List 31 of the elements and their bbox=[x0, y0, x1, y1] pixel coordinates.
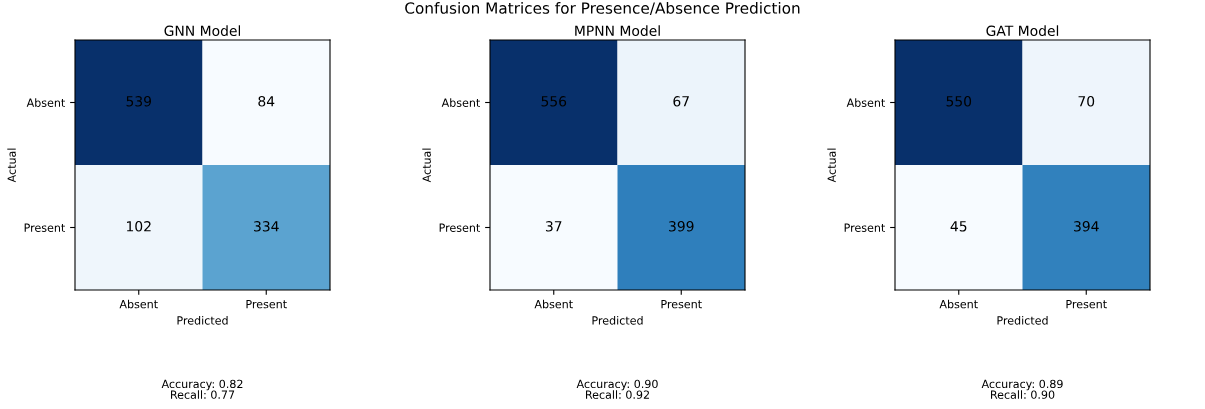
chart-title: MPNN Model bbox=[575, 25, 660, 37]
text: Accuracy: 0.82 Recall: 0.77 bbox=[161, 379, 243, 399]
data-label: 102 bbox=[127, 221, 151, 232]
x-tick-label: Present bbox=[1066, 300, 1107, 309]
chart-title: GNN Model bbox=[164, 25, 241, 37]
data-label: 399 bbox=[669, 221, 694, 232]
data-label: 84 bbox=[258, 96, 275, 107]
data-label: 334 bbox=[254, 221, 279, 232]
data-label: 556 bbox=[541, 96, 567, 107]
data-label: 37 bbox=[545, 221, 562, 232]
x-tick-label: Absent bbox=[939, 299, 978, 309]
chart-title: GAT Model bbox=[986, 25, 1059, 37]
y-axis-title: Actual bbox=[827, 148, 836, 183]
text: Accuracy: 0.90 Recall: 0.92 bbox=[576, 379, 658, 399]
data-label: 45 bbox=[950, 221, 967, 232]
x-tick-label: Absent bbox=[119, 299, 158, 309]
x-axis-title: Predicted bbox=[177, 316, 228, 325]
x-tick-label: Present bbox=[661, 300, 702, 309]
data-label: 539 bbox=[126, 96, 152, 107]
data-label: 70 bbox=[1078, 96, 1095, 107]
data-label: 550 bbox=[946, 96, 972, 107]
data-label: 67 bbox=[673, 96, 689, 107]
text: Accuracy: 0.89 Recall: 0.90 bbox=[981, 379, 1063, 399]
x-tick-label: Absent bbox=[534, 299, 573, 309]
x-tick-label: Present bbox=[246, 300, 287, 309]
x-axis-title: Predicted bbox=[592, 316, 643, 325]
x-axis-title: Predicted bbox=[997, 316, 1048, 325]
text: Confusion Matrices for Presence/Absence Prediction bbox=[405, 2, 800, 16]
y-axis-title: Actual bbox=[7, 148, 16, 183]
data-label: 394 bbox=[1074, 221, 1099, 232]
y-axis-title: Actual bbox=[422, 148, 431, 183]
